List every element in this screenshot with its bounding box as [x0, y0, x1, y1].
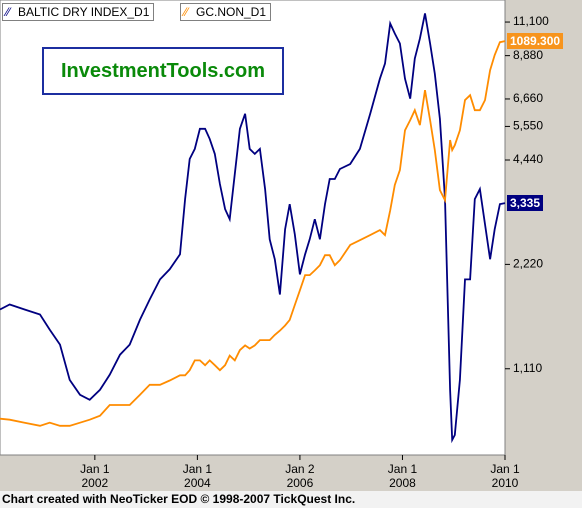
series-line: [0, 40, 506, 427]
y-tick-label: 6,660: [513, 91, 543, 105]
series-line: [0, 13, 506, 444]
watermark: InvestmentTools.com: [42, 47, 284, 95]
legend-icon: ⁄⁄: [184, 5, 189, 19]
y-tick-label: 5,550: [513, 119, 543, 133]
x-tick-label: Jan 2 2006: [285, 462, 315, 490]
last-value-label: 3,335: [507, 195, 544, 212]
legend-item: ⁄⁄ GC.NON_D1: [180, 3, 272, 21]
legend-label: GC.NON_D1: [196, 5, 267, 19]
legend-icon: ⁄⁄: [6, 5, 11, 19]
legend-item: ⁄⁄ BALTIC DRY INDEX_D1: [2, 3, 155, 21]
y-tick-label: 2,220: [513, 257, 543, 271]
last-value-label: 1089.300: [507, 33, 564, 50]
y-tick-label: 1,110: [513, 361, 542, 375]
legend-label: BALTIC DRY INDEX_D1: [18, 5, 150, 19]
x-tick-label: Jan 1 2002: [80, 462, 110, 490]
x-tick-label: Jan 1 2008: [387, 462, 418, 490]
x-tick-label: Jan 1 2004: [182, 462, 213, 490]
y-tick-label: 11,100: [513, 14, 549, 28]
footer: Chart created with NeoTicker EOD © 1998-…: [0, 491, 582, 508]
y-tick-label: 8,880: [513, 48, 543, 62]
x-tick-label: Jan 1 2010: [490, 462, 520, 490]
y-tick-label: 4,440: [513, 152, 543, 166]
